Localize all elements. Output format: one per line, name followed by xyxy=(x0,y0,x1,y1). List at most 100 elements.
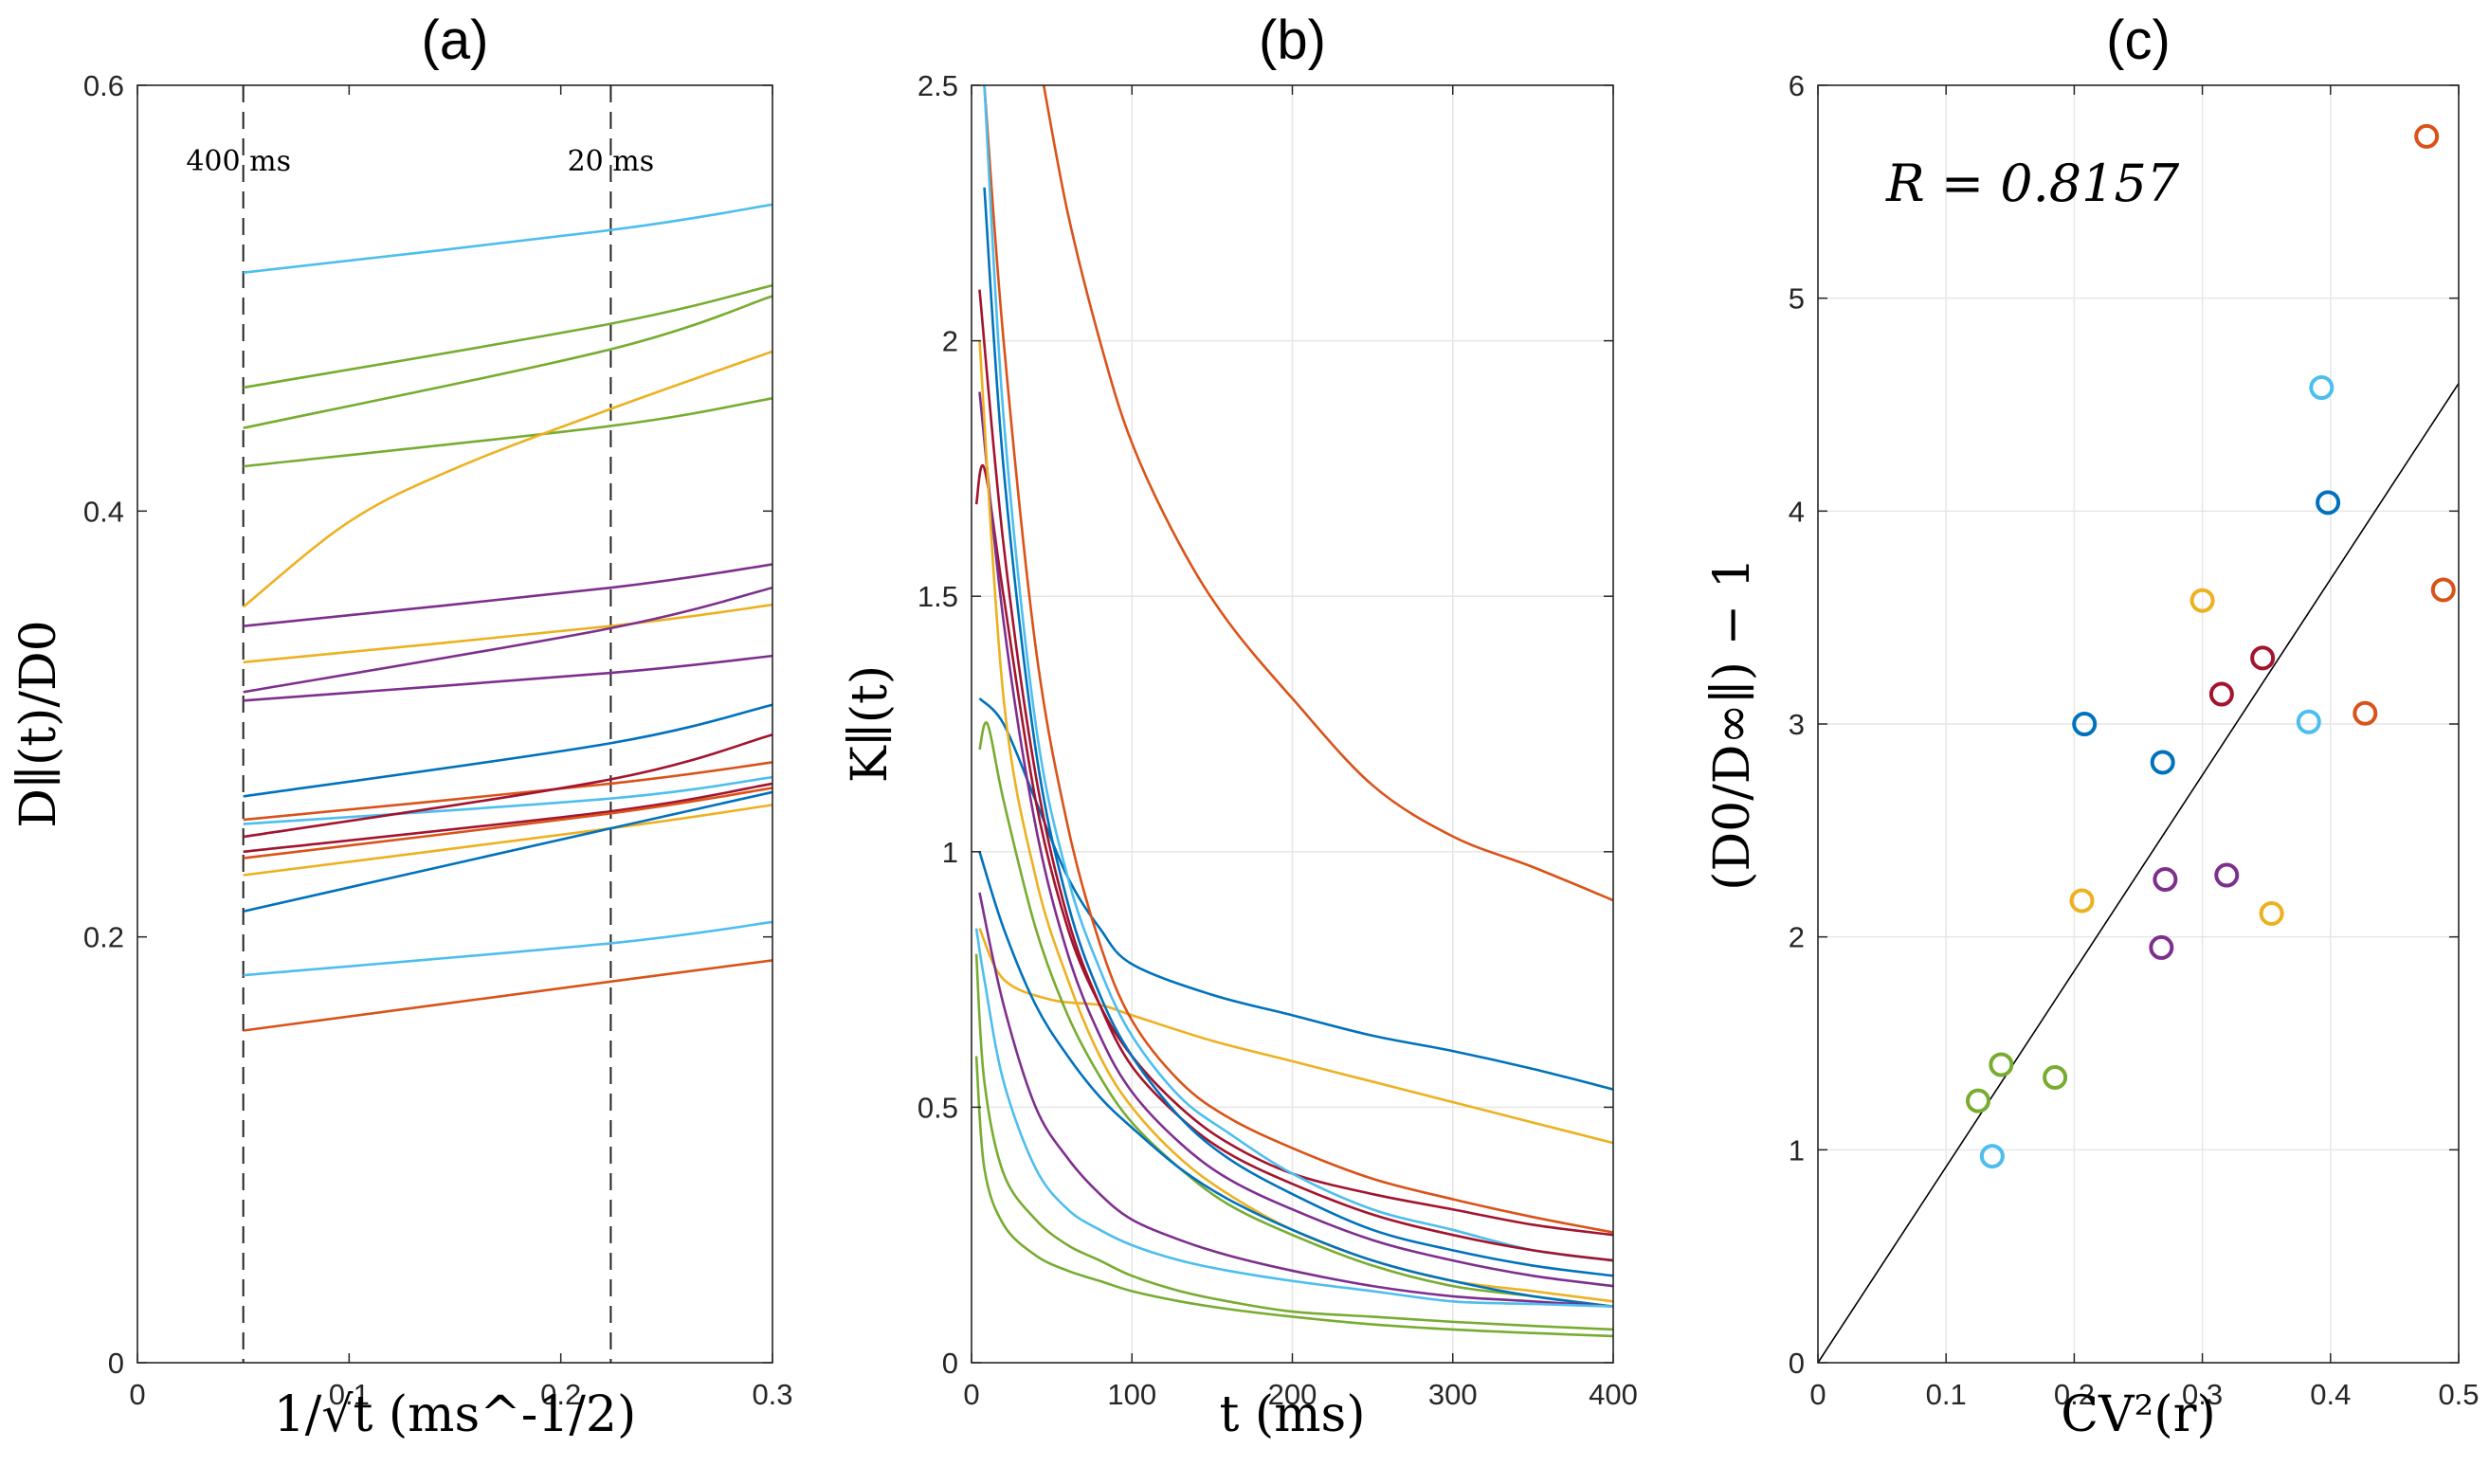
panel-b-series-line-10 xyxy=(978,721,1613,1308)
panel-c-point-11 xyxy=(2214,862,2240,888)
panel-a-series-line-8 xyxy=(243,654,772,702)
panel-b-ytick-label: 2 xyxy=(942,325,958,358)
panel-b-series-line-5 xyxy=(983,85,1613,1262)
panel-b-ytick-label: 0 xyxy=(942,1347,958,1380)
panel-b-xtick-label: 400 xyxy=(1589,1378,1638,1411)
panel-c-point-14 xyxy=(2259,900,2284,926)
panel-c-xtick-label: 0.5 xyxy=(2438,1378,2479,1411)
panel-b-ytick-label: 2.5 xyxy=(917,69,958,102)
panel-b-ytick-label: 0.5 xyxy=(917,1091,958,1124)
panel-c-ytick-label: 3 xyxy=(1789,708,1805,741)
panel-a-series-line-2 xyxy=(243,295,772,429)
panel-c-xtick-label: 0.3 xyxy=(2182,1378,2223,1411)
panel-a-series-line-14 xyxy=(243,787,772,860)
panel-b-series-group xyxy=(974,85,1613,1338)
panel-c-point-12 xyxy=(2153,867,2178,893)
panel-a-series-line-7 xyxy=(243,586,772,694)
panel-a-ytick-label: 0.2 xyxy=(83,921,124,954)
panel-a-vline-label: 20 ms xyxy=(568,145,655,178)
panel-c-ytick-label: 4 xyxy=(1789,495,1805,528)
panel-c-xtick-label: 0.2 xyxy=(2054,1378,2095,1411)
panel-a-xlabel: 1/√t (ms^-1/2) xyxy=(274,1386,637,1443)
panel-a-ylabel: D∥(t)/D0 xyxy=(10,620,67,827)
panel-b-xtick-label: 100 xyxy=(1107,1378,1156,1411)
panel-a-series-line-9 xyxy=(243,703,772,798)
panel-b-series-line-0 xyxy=(1042,85,1613,902)
panel-a-series-line-1 xyxy=(243,283,772,389)
panel-b: 0 100 200 300 400 0 0.5 1 1.5 2 2.5 (b) t (ms) K∥(t) xyxy=(842,9,1638,1443)
panel-b-series-line-8 xyxy=(978,391,1613,1288)
panel-a: 400 ms 20 ms 0 0.1 0.2 0.3 0 0.2 0.4 0.6 (a) 1/√t (… xyxy=(10,9,793,1443)
panel-c-point-10 xyxy=(2150,750,2175,775)
panel-c-point-13 xyxy=(2069,888,2095,914)
panel-a-series-line-13 xyxy=(243,782,772,854)
panel-c-point-4 xyxy=(2189,588,2215,613)
panel-a-xtick-label: 0.2 xyxy=(540,1378,581,1411)
panel-c-point-2 xyxy=(2316,490,2341,516)
panel-c-ytick-label: 1 xyxy=(1789,1133,1805,1167)
panel-a-series-group xyxy=(242,203,772,1032)
panel-c-ytick-label: 6 xyxy=(1789,69,1805,102)
panel-a-xtick-label: 0 xyxy=(129,1378,145,1411)
panel-a-axes-box xyxy=(136,84,773,1364)
panel-a-ytick-label: 0 xyxy=(108,1347,124,1380)
panel-c-point-15 xyxy=(2149,934,2174,960)
panel-c-point-0 xyxy=(2414,123,2440,149)
panel-c-point-7 xyxy=(2353,700,2378,726)
panel-a-vline-label: 400 ms xyxy=(186,145,291,178)
panel-c-point-6 xyxy=(2208,681,2234,707)
panel-c-point-3 xyxy=(2430,577,2456,603)
panel-b-xtick-label: 300 xyxy=(1428,1378,1478,1411)
panel-a-series-line-10 xyxy=(243,761,772,822)
panel-b-series-line-15 xyxy=(974,1056,1613,1338)
panel-a-series-line-12 xyxy=(243,733,772,839)
panel-c-annotation: R = 0.8157 xyxy=(1885,154,2180,213)
panel-b-ytick-label: 1.5 xyxy=(917,580,958,613)
panel-c: 0 0.1 0.2 0.3 0.4 0.5 0 1 2 3 4 5 6 (c) R = 0.8157 CV²(… xyxy=(1704,9,2480,1443)
panel-a-series-line-4 xyxy=(242,350,772,608)
panel-a-ytick-label: 0.6 xyxy=(83,69,124,102)
panel-b-xtick-label: 200 xyxy=(1268,1378,1317,1411)
panel-a-series-line-17 xyxy=(243,920,772,977)
panel-c-xtick-label: 0.4 xyxy=(2310,1378,2351,1411)
panel-c-point-17 xyxy=(2043,1064,2068,1090)
panel-c-fit-line xyxy=(1817,383,2460,1364)
panel-c-xtick-label: 0.1 xyxy=(1926,1378,1967,1411)
panel-a-series-line-15 xyxy=(243,804,772,877)
panel-b-series-line-6 xyxy=(978,289,1613,1262)
panel-c-ytick-label: 0 xyxy=(1789,1347,1805,1380)
panel-a-series-line-16 xyxy=(243,790,772,913)
panel-b-series-line-2 xyxy=(978,928,1613,1145)
panel-c-point-1 xyxy=(2309,375,2335,401)
panel-c-ylabel: (D0/D∞∥) − 1 xyxy=(1704,557,1761,891)
panel-c-ytick-label: 5 xyxy=(1789,282,1805,316)
panel-a-title: (a) xyxy=(422,9,489,71)
panel-c-point-8 xyxy=(2296,709,2321,734)
panel-c-point-19 xyxy=(1979,1144,2005,1169)
panel-c-ytick-label: 2 xyxy=(1789,921,1805,954)
panel-a-plot-area xyxy=(137,85,772,1363)
panel-c-xlabel: CV²(r) xyxy=(2061,1386,2216,1443)
panel-c-point-5 xyxy=(2250,645,2276,671)
panel-c-xtick-label: 0 xyxy=(1809,1378,1826,1411)
panel-c-point-9 xyxy=(2072,712,2098,736)
panel-b-ytick-label: 1 xyxy=(942,836,958,869)
panel-b-series-line-7 xyxy=(983,187,1613,1277)
panel-b-series-line-11 xyxy=(978,851,1613,1308)
panel-a-series-line-3 xyxy=(243,396,772,468)
panel-b-ylabel: K∥(t) xyxy=(842,665,899,783)
panel-b-title: (b) xyxy=(1259,9,1326,71)
panel-a-ytick-label: 0.4 xyxy=(83,495,124,528)
panel-a-series-line-18 xyxy=(243,959,772,1032)
panel-a-series-line-6 xyxy=(243,603,772,664)
panel-a-series-line-5 xyxy=(243,563,772,627)
panel-b-xtick-label: 0 xyxy=(963,1378,979,1411)
panel-b-series-line-3 xyxy=(983,85,1613,1234)
panel-c-title: (c) xyxy=(2106,9,2171,71)
panel-c-point-16 xyxy=(1989,1052,2014,1077)
panel-b-series-line-13 xyxy=(974,928,1613,1308)
panel-a-xtick-label: 0.3 xyxy=(752,1378,792,1411)
panel-c-point-18 xyxy=(1966,1088,1990,1113)
panel-b-series-line-14 xyxy=(974,953,1613,1331)
